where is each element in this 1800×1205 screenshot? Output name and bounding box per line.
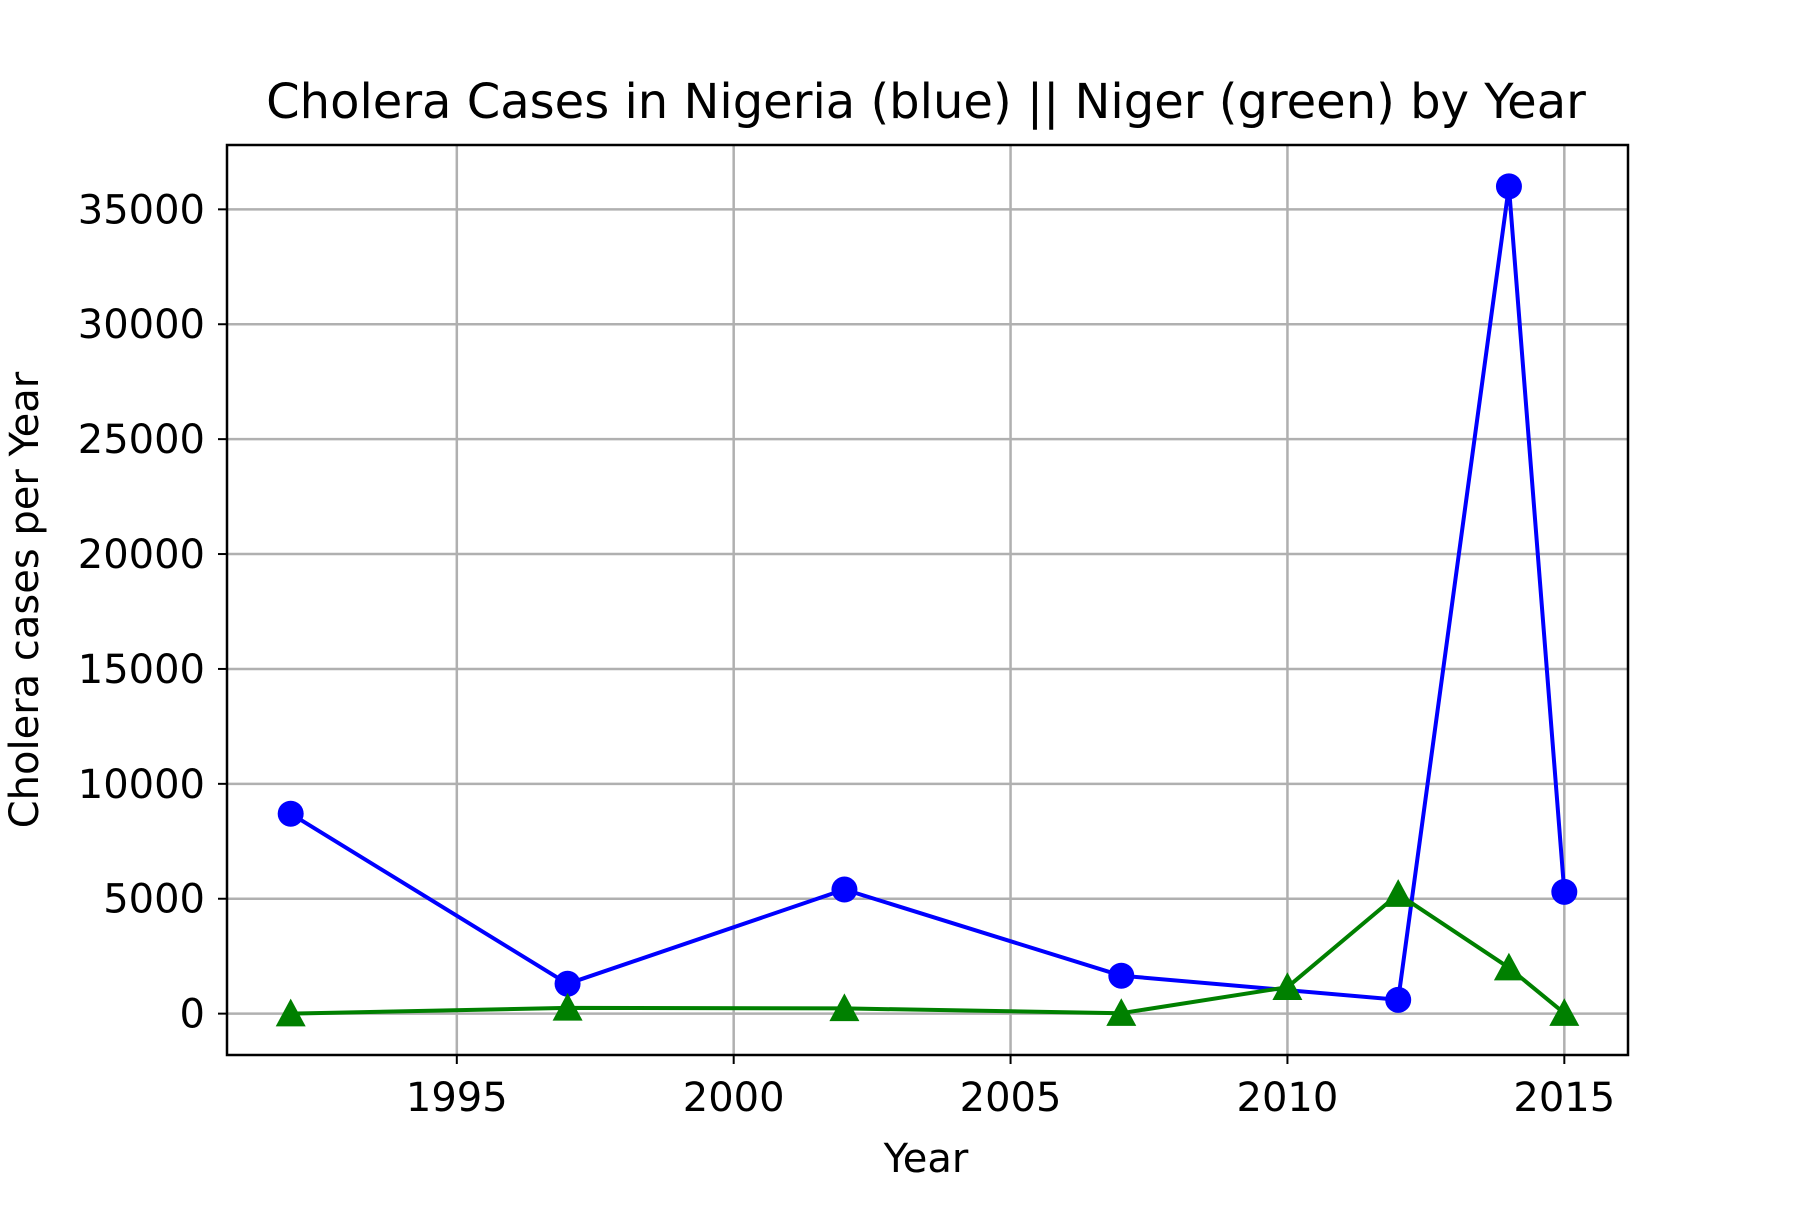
series-layer bbox=[275, 173, 1580, 1027]
data-point bbox=[1549, 998, 1580, 1026]
series-line bbox=[289, 184, 1567, 1002]
x-tick-label: 1995 bbox=[406, 1075, 508, 1121]
y-tick-label: 35000 bbox=[78, 187, 205, 233]
data-point bbox=[1551, 878, 1578, 905]
data-point bbox=[829, 993, 860, 1022]
data-point bbox=[831, 876, 858, 903]
x-tick-label: 2015 bbox=[1513, 1075, 1615, 1121]
data-point bbox=[1383, 879, 1414, 907]
data-point bbox=[1493, 952, 1524, 981]
y-axis-label: Cholera cases per Year bbox=[2, 371, 48, 828]
series-2 bbox=[275, 879, 1580, 1027]
y-tick-label: 25000 bbox=[78, 417, 205, 463]
data-point bbox=[1108, 962, 1135, 989]
x-axis-ticks: 1995 2000 2005 2010 2015 bbox=[406, 1055, 1615, 1121]
grid bbox=[227, 145, 1628, 1055]
data-point bbox=[1272, 972, 1303, 1000]
series-line bbox=[290, 892, 1566, 1016]
series-1 bbox=[277, 173, 1578, 1013]
data-point bbox=[275, 998, 306, 1027]
data-point bbox=[277, 800, 304, 827]
chart-title: Cholera Cases in Nigeria (blue) || Niger… bbox=[266, 74, 1586, 130]
y-tick-label: 5000 bbox=[103, 877, 205, 923]
x-tick-label: 2000 bbox=[683, 1075, 785, 1121]
x-tick-label: 2005 bbox=[960, 1075, 1062, 1121]
y-tick-label: 10000 bbox=[78, 762, 205, 808]
y-tick-label: 20000 bbox=[78, 532, 205, 578]
y-tick-label: 0 bbox=[180, 992, 205, 1038]
plot-frame bbox=[225, 143, 1630, 1057]
data-point bbox=[1495, 173, 1522, 200]
y-tick-label: 30000 bbox=[78, 302, 205, 348]
x-tick-label: 2010 bbox=[1237, 1075, 1339, 1121]
data-point bbox=[552, 992, 583, 1021]
y-axis-ticks: 0 5000 10000 15000 20000 25000 30000 35000 bbox=[78, 187, 227, 1038]
data-point bbox=[1106, 998, 1137, 1026]
y-tick-label: 15000 bbox=[78, 647, 205, 693]
data-point bbox=[1385, 986, 1412, 1013]
data-point bbox=[554, 970, 581, 997]
x-axis-label: Year bbox=[883, 1136, 969, 1182]
